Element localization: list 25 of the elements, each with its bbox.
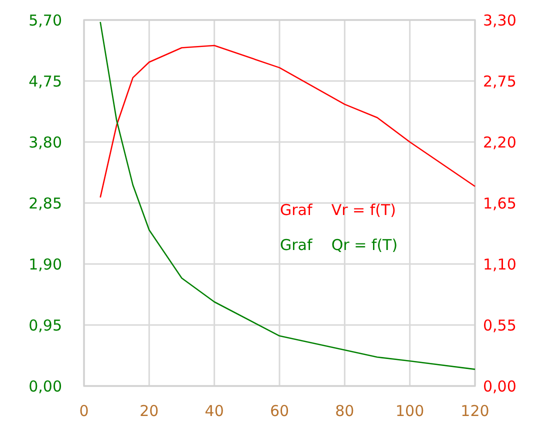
line-series (100, 44, 476, 198)
y-tick-label: 2,85 (28, 194, 62, 212)
x-tick-label: 0 (79, 402, 89, 420)
x-tick-label: 40 (204, 402, 224, 420)
y-tick-label: 5,70 (28, 11, 62, 30)
x-tick-label: 60 (270, 402, 290, 420)
x-tick-label: 120 (460, 402, 490, 420)
text: Graf Vr = f(T) (280, 201, 396, 219)
y2-tick-label: 3,30 (483, 11, 516, 30)
y-tick-label: 0,00 (28, 377, 62, 396)
y2-tick-label: 0,00 (483, 377, 516, 396)
y-tick-label: 1,90 (28, 255, 62, 274)
line-series (100, 21, 476, 370)
y-tick-label: 3,80 (28, 133, 62, 152)
y2-tick-label: 0,55 (483, 316, 516, 334)
y-tick-label: 4,75 (28, 72, 62, 90)
x-tick-label: 80 (335, 402, 354, 420)
y-tick-label: 0,95 (28, 316, 62, 334)
x-tick-label: 20 (140, 402, 159, 420)
y2-tick-label: 1,10 (483, 255, 516, 274)
text: Graf Qr = f(T) (280, 236, 398, 254)
y2-tick-label: 2,20 (483, 133, 516, 152)
x-tick-label: 100 (396, 402, 424, 420)
y2-tick-label: 2,75 (483, 72, 516, 90)
y2-tick-label: 1,65 (483, 194, 516, 212)
